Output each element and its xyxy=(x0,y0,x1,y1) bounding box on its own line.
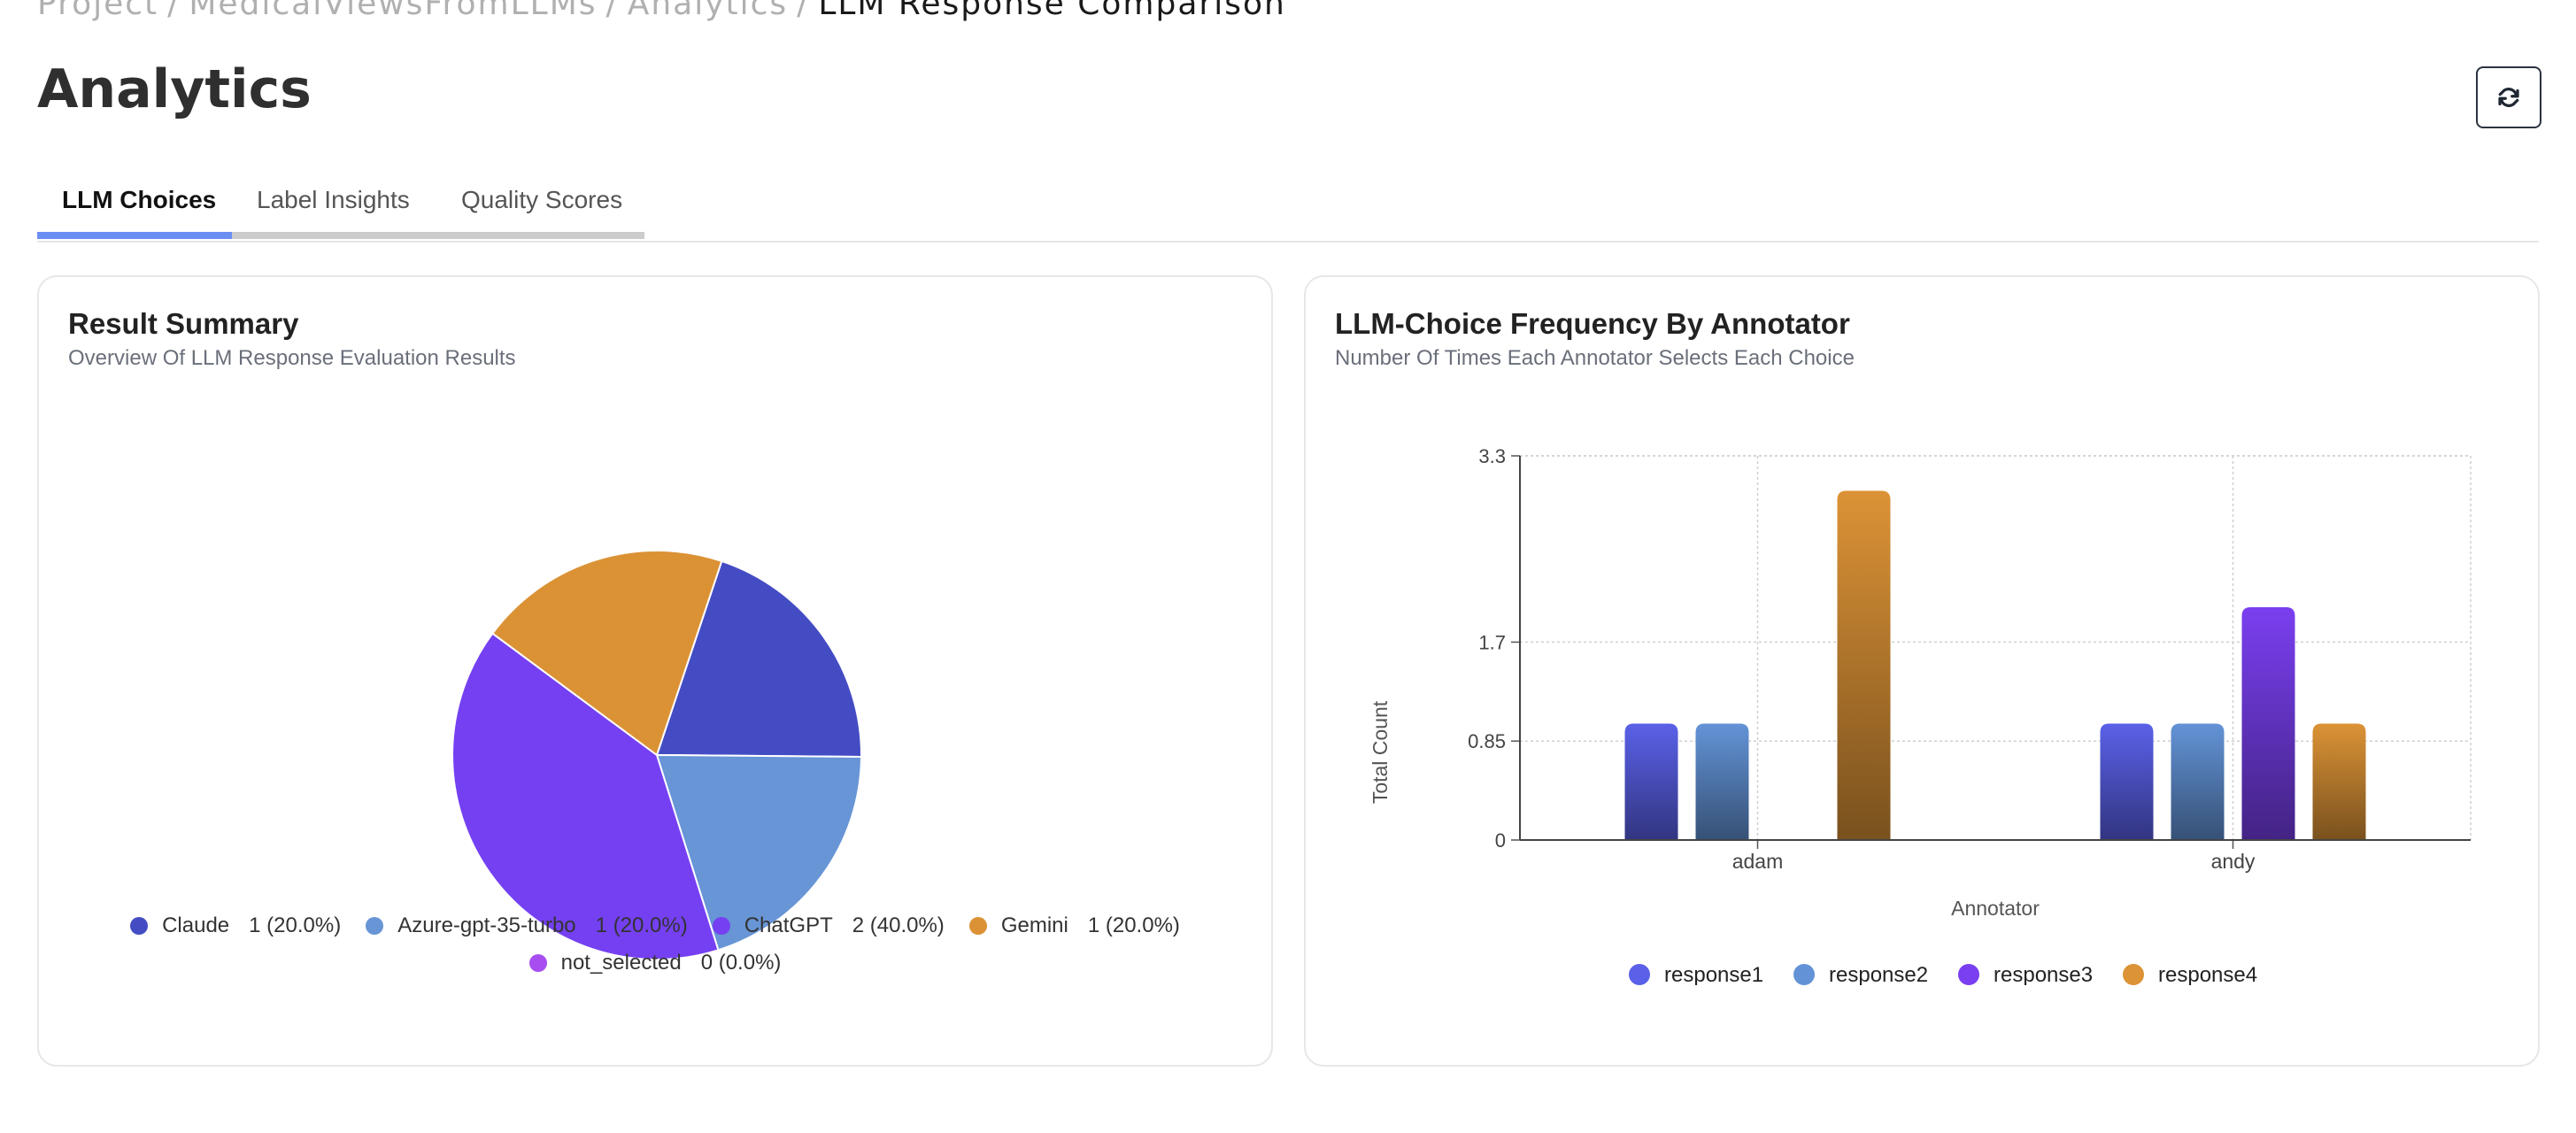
legend-dot-icon xyxy=(1629,964,1650,985)
x-axis-label: Annotator xyxy=(1951,897,2040,920)
pie-slice-gemini[interactable] xyxy=(490,550,723,757)
legend-label: ChatGPT xyxy=(744,913,833,937)
legend-label: response2 xyxy=(1829,963,1928,985)
legend-value: 2 (40.0%) xyxy=(852,913,945,937)
tab-label-insights[interactable]: Label Insights xyxy=(257,186,410,213)
legend-item-azure-gpt-35-turbo[interactable]: Azure-gpt-35-turbo 1 (20.0%) xyxy=(366,913,688,938)
legend-dot-icon xyxy=(712,917,730,935)
legend-item-response3[interactable]: response3 xyxy=(1958,963,2093,985)
card-title: Result Summary xyxy=(68,307,299,340)
legend-label: Azure-gpt-35-turbo xyxy=(397,913,576,937)
legend-dot-icon xyxy=(528,954,547,972)
legend-item-claude[interactable]: Claude 1 (20.0%) xyxy=(130,913,341,938)
pie-legend: not_selected 0 (0.0%) xyxy=(39,951,1271,975)
pie-legend: Claude 1 (20.0%) Azure-gpt-35-turbo 1 (20.0… xyxy=(39,913,1271,938)
bar-chart: 0 0.85 1.7 3.3 adam andy Total Count Annotator r… xyxy=(1369,445,2472,985)
tab-llm-choices[interactable]: LLM Choices xyxy=(62,186,217,213)
x-tick-label: andy xyxy=(2211,850,2256,873)
legend-dot-icon xyxy=(130,917,149,935)
x-tick-label: adam xyxy=(1732,850,1784,873)
legend-item-chatgpt[interactable]: ChatGPT 2 (40.0%) xyxy=(712,913,945,938)
refresh-icon xyxy=(2498,88,2519,107)
legend-dot-icon xyxy=(968,917,987,935)
breadcrumb-analytics[interactable]: Analytics xyxy=(627,0,789,22)
breadcrumb-separator: / xyxy=(605,0,619,22)
tab-active-indicator xyxy=(37,232,232,239)
legend-label: not_selected xyxy=(560,951,682,975)
legend-dot-icon xyxy=(2123,964,2144,985)
legend-dot-icon xyxy=(1958,964,1979,985)
breadcrumb: Project / MedicalViewsFromLLMs / Analytics / L… xyxy=(37,0,1286,22)
card-title: LLM-Choice Frequency By Annotator xyxy=(1335,307,1850,340)
pie-chart xyxy=(451,550,863,960)
tab-track xyxy=(37,232,644,239)
bar-andy-response4[interactable] xyxy=(2312,723,2366,840)
legend-value: 1 (20.0%) xyxy=(595,913,688,937)
legend-item-response1[interactable]: response1 xyxy=(1629,963,1763,985)
legend-item-gemini[interactable]: Gemini 1 (20.0%) xyxy=(968,913,1180,938)
pie-slice-chatgpt[interactable] xyxy=(451,632,720,960)
legend-value: 1 (20.0%) xyxy=(249,913,342,937)
result-summary-card: Result Summary Overview Of LLM Response … xyxy=(37,275,1273,1067)
bar-andy-response2[interactable] xyxy=(2171,723,2225,840)
bar-adam-response1[interactable] xyxy=(1624,723,1678,840)
breadcrumb-separator: / xyxy=(167,0,181,22)
legend-item-not-selected[interactable]: not_selected 0 (0.0%) xyxy=(528,951,782,975)
bar-andy-response1[interactable] xyxy=(2100,723,2154,840)
card-subtitle: Number Of Times Each Annotator Selects E… xyxy=(1335,346,1855,370)
y-tick-label: 3.3 xyxy=(1478,445,1506,467)
page-title: Analytics xyxy=(37,58,312,120)
breadcrumb-project[interactable]: Project xyxy=(37,0,159,22)
legend-label: Gemini xyxy=(1000,913,1068,937)
refresh-button[interactable] xyxy=(2476,66,2541,128)
breadcrumb-dataset[interactable]: MedicalViewsFromLLMs xyxy=(189,0,598,22)
legend-label: response4 xyxy=(2158,963,2257,985)
legend-item-response4[interactable]: response4 xyxy=(2123,963,2257,985)
legend-value: 0 (0.0%) xyxy=(700,951,782,975)
y-tick-label: 0 xyxy=(1495,829,1506,852)
legend-label: response3 xyxy=(1994,963,2093,985)
bar-adam-response2[interactable] xyxy=(1695,723,1749,840)
legend-label: Claude xyxy=(162,913,230,937)
pie-slice-azure-gpt-35-turbo[interactable] xyxy=(655,753,863,952)
legend-value: 1 (20.0%) xyxy=(1087,913,1180,937)
breadcrumb-separator: / xyxy=(797,0,810,22)
y-tick-label: 1.7 xyxy=(1478,631,1506,653)
choice-frequency-card: LLM-Choice Frequency By Annotator Number… xyxy=(1304,275,2540,1067)
tab-quality-scores[interactable]: Quality Scores xyxy=(461,186,623,213)
tab-divider xyxy=(37,241,2539,243)
legend-dot-icon xyxy=(1793,964,1815,985)
legend-item-response2[interactable]: response2 xyxy=(1793,963,1928,985)
pie-slice-claude[interactable] xyxy=(655,559,862,759)
card-subtitle: Overview Of LLM Response Evaluation Resu… xyxy=(68,346,516,370)
bar-andy-response3[interactable] xyxy=(2241,606,2295,840)
breadcrumb-current: LLM Response Comparison xyxy=(818,0,1286,22)
y-axis-label: Total Count xyxy=(1369,700,1392,804)
bar-adam-response4[interactable] xyxy=(1837,490,1891,840)
legend-dot-icon xyxy=(366,917,384,935)
y-tick-label: 0.85 xyxy=(1468,730,1506,752)
tab-bar: LLM Choices Label Insights Quality Score… xyxy=(37,173,2539,243)
legend-label: response1 xyxy=(1664,963,1763,985)
